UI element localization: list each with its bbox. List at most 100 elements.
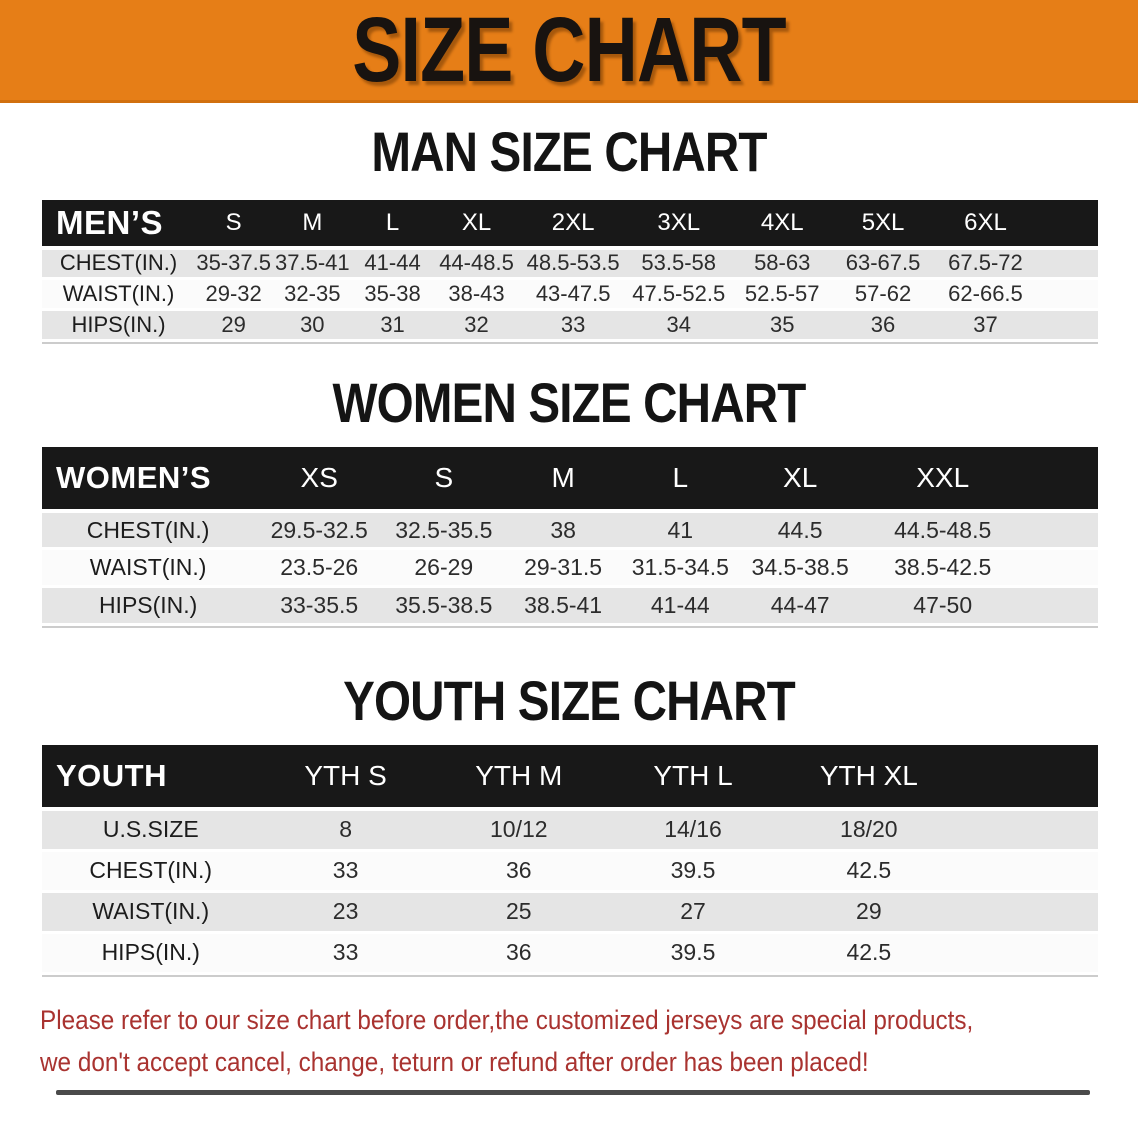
size-value-cell: 47-50	[913, 592, 973, 619]
size-column-header: 2XL	[520, 199, 626, 248]
row-label: U.S.SIZE	[102, 816, 199, 843]
size-value-cell: 31.5-34.5	[631, 554, 729, 581]
size-value-cell: 58-63	[754, 250, 811, 276]
size-column-header: XXL	[862, 446, 1023, 511]
filler-cell	[958, 932, 1098, 973]
size-column-header: XL	[432, 199, 521, 248]
size-value-cell: 63-67.5	[845, 250, 921, 276]
filler-cell	[1022, 446, 1098, 511]
size-value-cell: 10/12	[489, 816, 548, 843]
size-value-cell: 39.5	[670, 939, 716, 966]
size-value-cell: 57-62	[854, 281, 912, 307]
size-value-cell: 8	[339, 816, 352, 843]
size-value-cell: 27	[680, 898, 706, 925]
size-column-header: S	[195, 199, 273, 248]
size-column-header: XL	[737, 446, 863, 511]
banner-title: SIZE CHART	[352, 0, 786, 101]
size-value-cell: 43-47.5	[535, 281, 611, 307]
filler-cell	[958, 809, 1098, 850]
size-column-header: 5XL	[832, 199, 934, 248]
size-value-cell: 38-43	[448, 281, 505, 307]
size-value-cell: 67.5-72	[948, 250, 1023, 276]
disclaimer: Please refer to our size chart before or…	[40, 999, 1138, 1084]
size-value-cell: 35	[769, 312, 795, 338]
size-value-cell: 31	[380, 312, 405, 338]
filler-cell	[958, 850, 1098, 891]
disclaimer-line-2: we don't accept cancel, change, teturn o…	[40, 1047, 869, 1078]
size-column-header: 3XL	[625, 199, 732, 248]
men-section-title: MAN SIZE CHART	[371, 120, 767, 183]
size-value-cell: 36	[505, 857, 532, 884]
size-column-header: S	[384, 446, 504, 511]
table-title-cell: MEN’S	[42, 199, 196, 248]
size-value-cell: 29.5-32.5	[270, 516, 368, 543]
filler-cell	[1023, 549, 1098, 587]
banner: SIZE CHART	[0, 0, 1138, 103]
bottom-edge-bar	[56, 1089, 1090, 1095]
table-row: HIPS(IN.) 33-35.5 35.5-38.5 38.5-41 41-44 44-…	[42, 586, 1098, 625]
row-label: HIPS(IN.)	[101, 939, 200, 966]
row-label: WAIST(IN.)	[92, 898, 210, 925]
table-row: HIPS(IN.) 29 30 31 32 33 34 35 36 37	[42, 309, 1098, 341]
row-label: CHEST(IN.)	[59, 250, 178, 276]
men-size-section: MAN SIZE CHART MEN’S S M L XL 2XL 3XL 4XL 5XL 6XL…	[0, 120, 1138, 345]
women-size-section: WOMEN SIZE CHART WOMEN’S XS S M L XL XXL CHEST(…	[0, 371, 1138, 629]
youth-size-table: YOUTH YTH S YTH M YTH L YTH XL U.S.SIZE 8 10/12…	[42, 745, 1098, 977]
filler-cell	[957, 745, 1098, 810]
table-row: WAIST(IN.) 23 25 27 29	[42, 891, 1098, 933]
size-column-header: YTH M	[431, 745, 606, 810]
size-value-cell: 34	[666, 312, 691, 338]
size-value-cell: 32.5-35.5	[395, 516, 493, 543]
row-label: CHEST(IN.)	[89, 857, 213, 884]
size-table-header-row: YOUTH YTH S YTH M YTH L YTH XL	[42, 745, 1098, 810]
filler-cell	[1023, 587, 1098, 625]
size-value-cell: 44-47	[770, 592, 830, 619]
size-value-cell: 29-31.5	[524, 554, 603, 581]
size-value-cell: 33	[332, 939, 359, 966]
women-size-table-grid: WOMEN’S XS S M L XL XXL CHEST(IN.) 29.5-32.5 32.5…	[42, 446, 1098, 627]
size-value-cell: 35.5-38.5	[395, 592, 493, 619]
size-value-cell: 33	[332, 857, 359, 884]
size-column-header: M	[272, 199, 353, 248]
size-value-cell: 39.5	[670, 857, 716, 884]
size-value-cell: 14/16	[664, 816, 722, 843]
table-title-cell: YOUTH	[42, 745, 260, 810]
size-value-cell: 29	[856, 898, 882, 925]
size-value-cell: 36	[505, 939, 532, 966]
size-column-header: M	[503, 446, 623, 511]
table-row: U.S.SIZE 8 10/12 14/16 18/20	[42, 809, 1098, 851]
women-section-title: WOMEN SIZE CHART	[332, 371, 807, 435]
size-value-cell: 38.5-42.5	[894, 554, 992, 581]
row-label: HIPS(IN.)	[71, 312, 166, 338]
size-value-cell: 35-37.5	[196, 250, 271, 276]
table-title-cell: WOMEN’S	[42, 446, 255, 511]
table-row: WAIST(IN.) 23.5-26 26-29 29-31.5 31.5-34.5 34…	[42, 548, 1098, 587]
size-value-cell: 23.5-26	[280, 554, 359, 581]
size-value-cell: 23	[332, 898, 359, 925]
filler-cell	[1038, 310, 1098, 341]
size-value-cell: 42.5	[846, 857, 892, 884]
men-size-table: MEN’S S M L XL 2XL 3XL 4XL 5XL 6XL CHEST(IN.) 35-37…	[42, 199, 1098, 345]
table-row: CHEST(IN.) 35-37.5 37.5-41 41-44 44-48.5 48.5…	[42, 247, 1098, 279]
table-row: WAIST(IN.) 29-32 32-35 35-38 38-43 43-47.5 47.…	[42, 278, 1098, 310]
size-column-header: 4XL	[731, 199, 833, 248]
size-value-cell: 48.5-53.5	[526, 250, 620, 276]
size-value-cell: 38	[550, 516, 576, 543]
size-value-cell: 25	[505, 898, 532, 925]
size-value-cell: 30	[300, 312, 325, 338]
size-value-cell: 33	[560, 312, 586, 338]
size-column-header: 6XL	[933, 199, 1038, 248]
youth-size-table-grid: YOUTH YTH S YTH M YTH L YTH XL U.S.SIZE 8 10/12…	[42, 745, 1098, 975]
size-value-cell: 26-29	[414, 554, 474, 581]
filler-cell	[1023, 511, 1098, 549]
size-value-cell: 42.5	[846, 939, 892, 966]
size-value-cell: 34.5-38.5	[751, 554, 849, 581]
size-value-cell: 41-44	[364, 250, 421, 276]
filler-cell	[958, 891, 1098, 932]
row-label: WAIST(IN.)	[89, 554, 207, 581]
size-value-cell: 36	[870, 312, 896, 338]
size-value-cell: 52.5-57	[744, 281, 820, 307]
youth-section-title: YOUTH SIZE CHART	[343, 669, 796, 733]
size-column-header: YTH L	[605, 745, 781, 810]
size-value-cell: 37	[973, 312, 998, 338]
